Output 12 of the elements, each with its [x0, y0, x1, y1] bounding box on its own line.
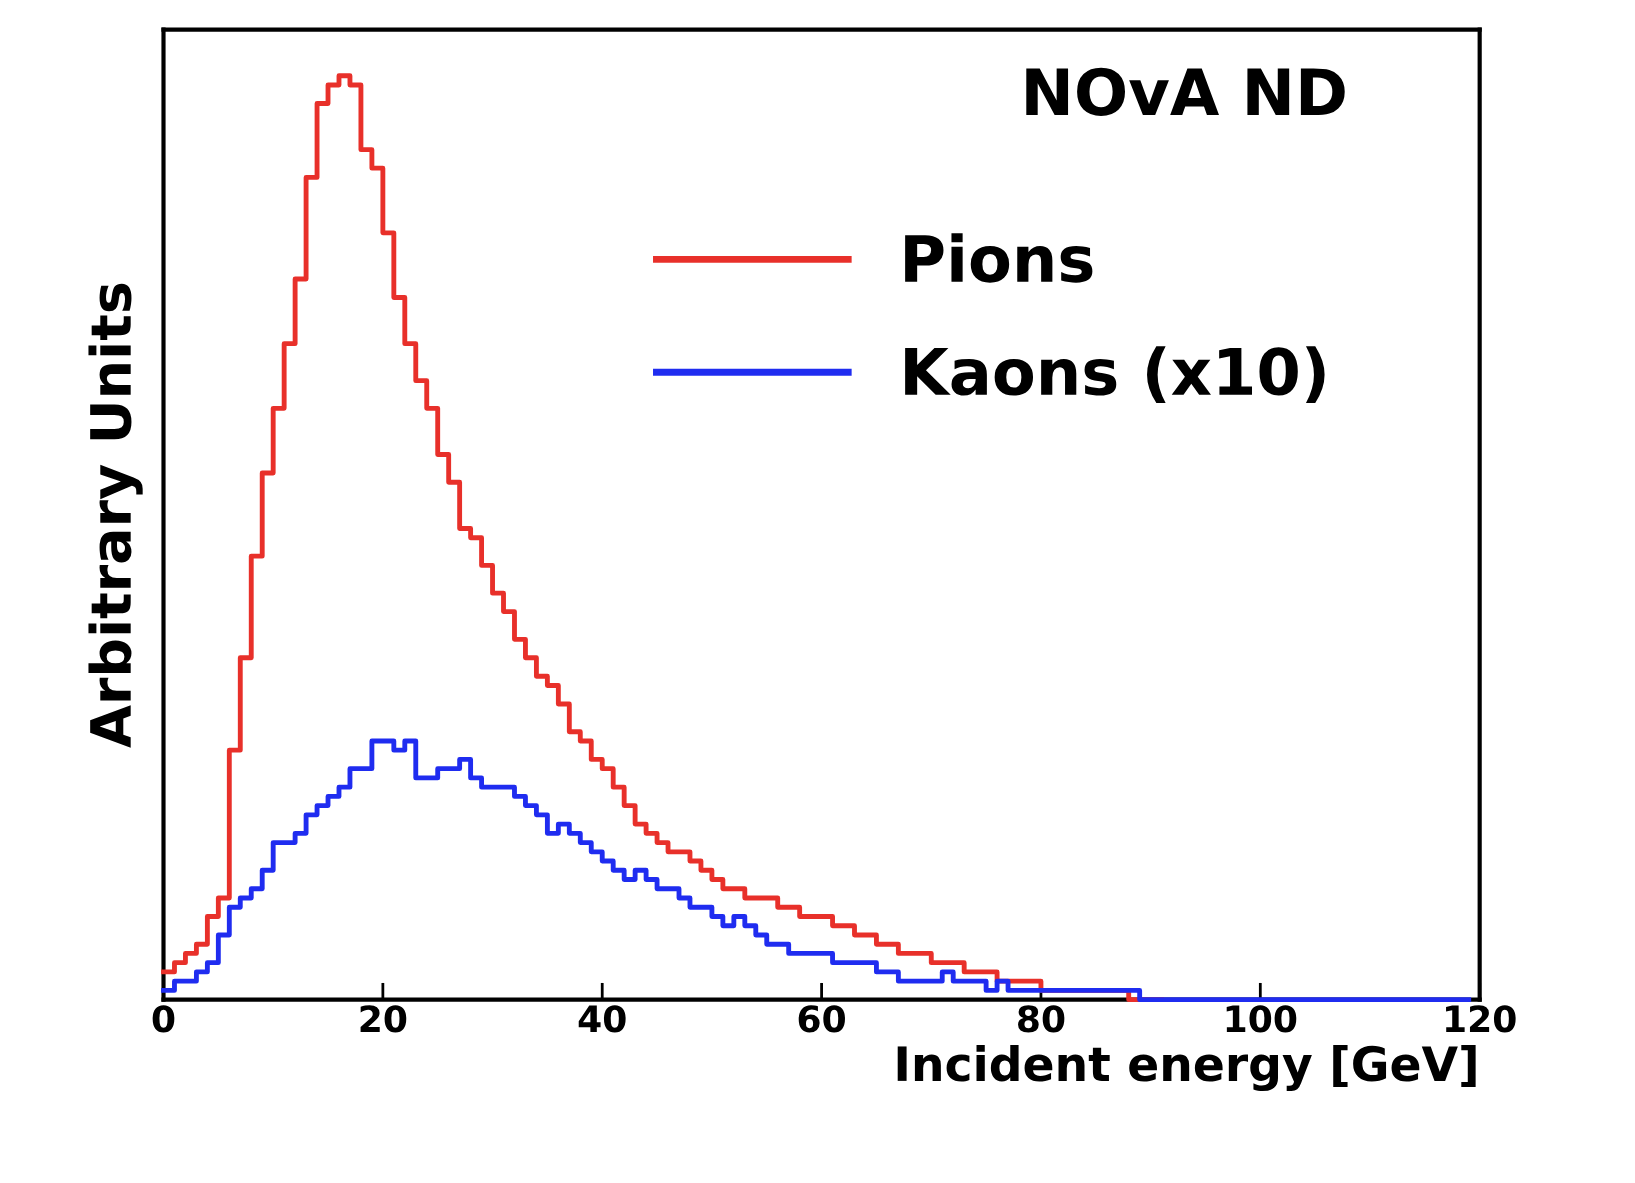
legend-label: Pions	[905, 233, 1093, 283]
annotation: NOvA ND	[1026, 67, 1345, 117]
x-tick-label: 20	[360, 1005, 407, 1033]
legend-label: Kaons (x10)	[905, 346, 1325, 404]
y-axis-title: Arbitrary Units	[88, 283, 143, 748]
x-axis-title: Incident energy [GeV]	[897, 1045, 1476, 1092]
x-tick-label: 120	[1446, 1005, 1516, 1033]
x-tick-label: 0	[152, 1005, 175, 1033]
x-tick-label: 80	[1018, 1005, 1065, 1033]
x-tick-label: 40	[578, 1005, 626, 1033]
x-tick-label: 60	[798, 1005, 845, 1033]
x-tick-label: 100	[1226, 1005, 1297, 1033]
